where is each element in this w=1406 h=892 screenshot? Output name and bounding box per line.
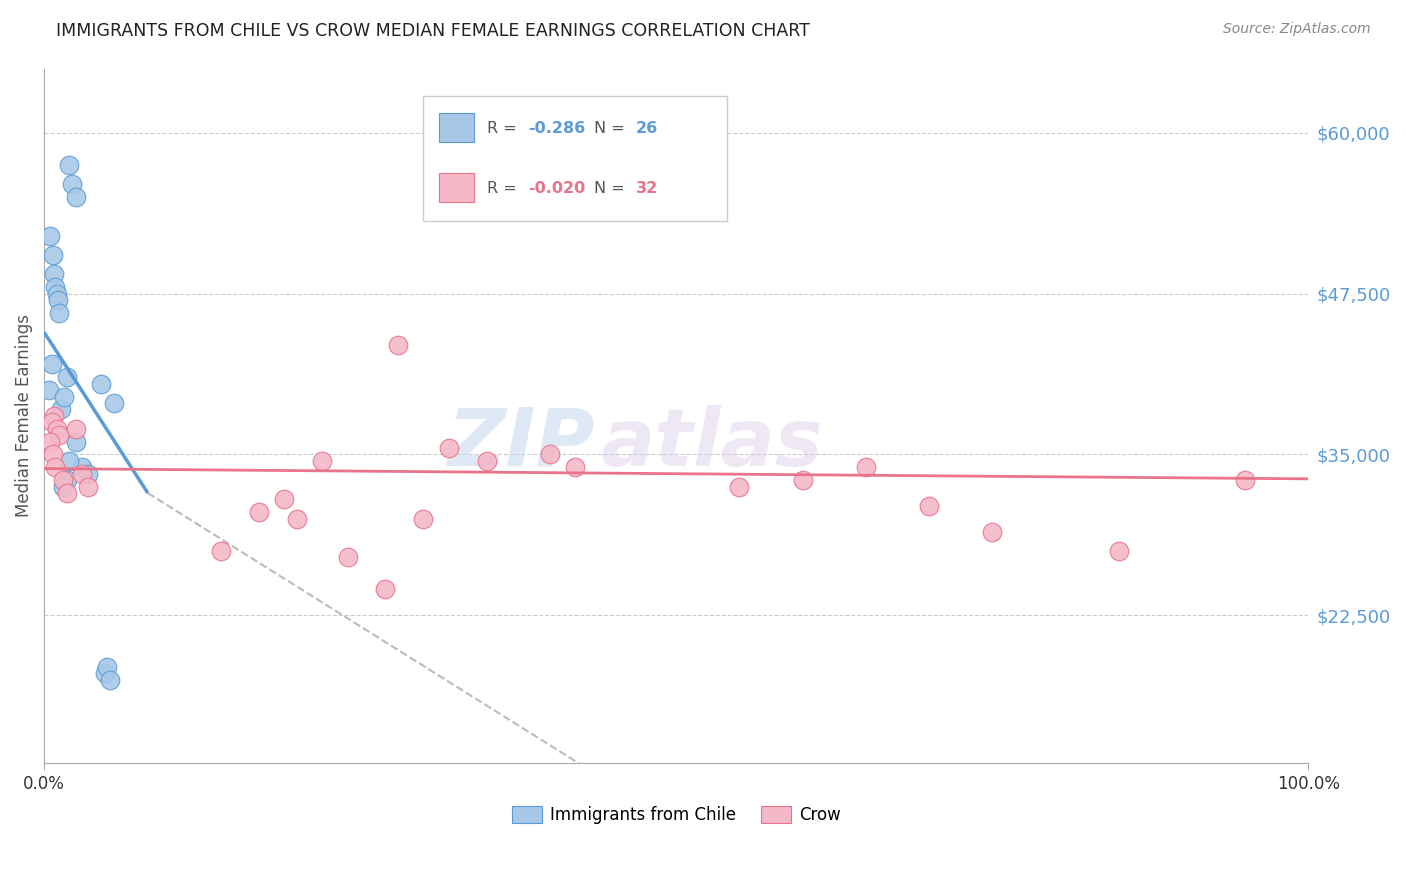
Text: IMMIGRANTS FROM CHILE VS CROW MEDIAN FEMALE EARNINGS CORRELATION CHART: IMMIGRANTS FROM CHILE VS CROW MEDIAN FEM… (56, 22, 810, 40)
Point (56, 473, 79, 487)
Point (56, 486, 79, 500)
Text: 26: 26 (636, 120, 658, 136)
Point (49, 402, 72, 417)
Point (1108, 544, 1130, 558)
Point (44, 280, 66, 294)
Point (56, 370, 79, 384)
Text: N =: N = (595, 120, 630, 136)
Point (44, 409, 66, 423)
Legend: Immigrants from Chile, Crow: Immigrants from Chile, Crow (512, 806, 841, 824)
Point (42, 447, 65, 461)
Point (58, 158, 80, 172)
Point (58, 454, 80, 468)
Point (475, 454, 498, 468)
Point (538, 447, 561, 461)
Point (285, 512, 308, 526)
Text: ZIP: ZIP (447, 405, 595, 483)
Point (48, 306, 70, 320)
Point (77, 467, 100, 481)
Bar (439, 113, 474, 142)
Point (52, 473, 75, 487)
FancyBboxPatch shape (423, 96, 727, 221)
Point (46, 293, 69, 307)
Text: -0.020: -0.020 (529, 181, 585, 195)
Point (374, 582, 396, 597)
Point (52, 479, 75, 493)
Point (42, 248, 65, 262)
Bar (439, 173, 474, 202)
Point (70, 467, 93, 481)
Text: N =: N = (595, 181, 630, 195)
Point (48, 428, 70, 442)
Point (728, 479, 751, 493)
Point (437, 441, 460, 455)
Point (45, 286, 67, 301)
Point (387, 338, 409, 352)
Point (65, 434, 87, 449)
Text: 32: 32 (636, 181, 658, 195)
Point (39, 434, 62, 449)
Text: R =: R = (486, 120, 522, 136)
Point (792, 473, 814, 487)
Point (41, 415, 63, 429)
Point (65, 422, 87, 436)
Point (96, 659, 118, 673)
Point (311, 454, 333, 468)
Point (247, 505, 270, 519)
Point (981, 524, 1004, 539)
Point (1234, 473, 1257, 487)
Point (336, 550, 359, 565)
Point (855, 460, 877, 475)
Point (94, 666, 117, 681)
Point (38, 383, 60, 397)
Point (918, 499, 941, 513)
Point (273, 492, 295, 507)
Text: atlas: atlas (600, 405, 823, 483)
Point (65, 190, 87, 204)
Point (70, 460, 93, 475)
Point (103, 396, 125, 410)
Point (77, 479, 100, 493)
Point (39, 228, 62, 243)
Point (60, 178, 83, 192)
Point (44, 460, 66, 475)
Point (53, 390, 76, 404)
Text: Source: ZipAtlas.com: Source: ZipAtlas.com (1223, 22, 1371, 37)
Text: R =: R = (486, 181, 522, 195)
Point (209, 544, 232, 558)
Point (45, 422, 67, 436)
Point (44, 268, 66, 282)
Point (98, 673, 121, 687)
Point (564, 460, 586, 475)
Point (41, 357, 63, 371)
Point (412, 512, 434, 526)
Y-axis label: Median Female Earnings: Median Female Earnings (15, 314, 32, 517)
Point (90, 376, 112, 391)
Text: -0.286: -0.286 (529, 120, 585, 136)
